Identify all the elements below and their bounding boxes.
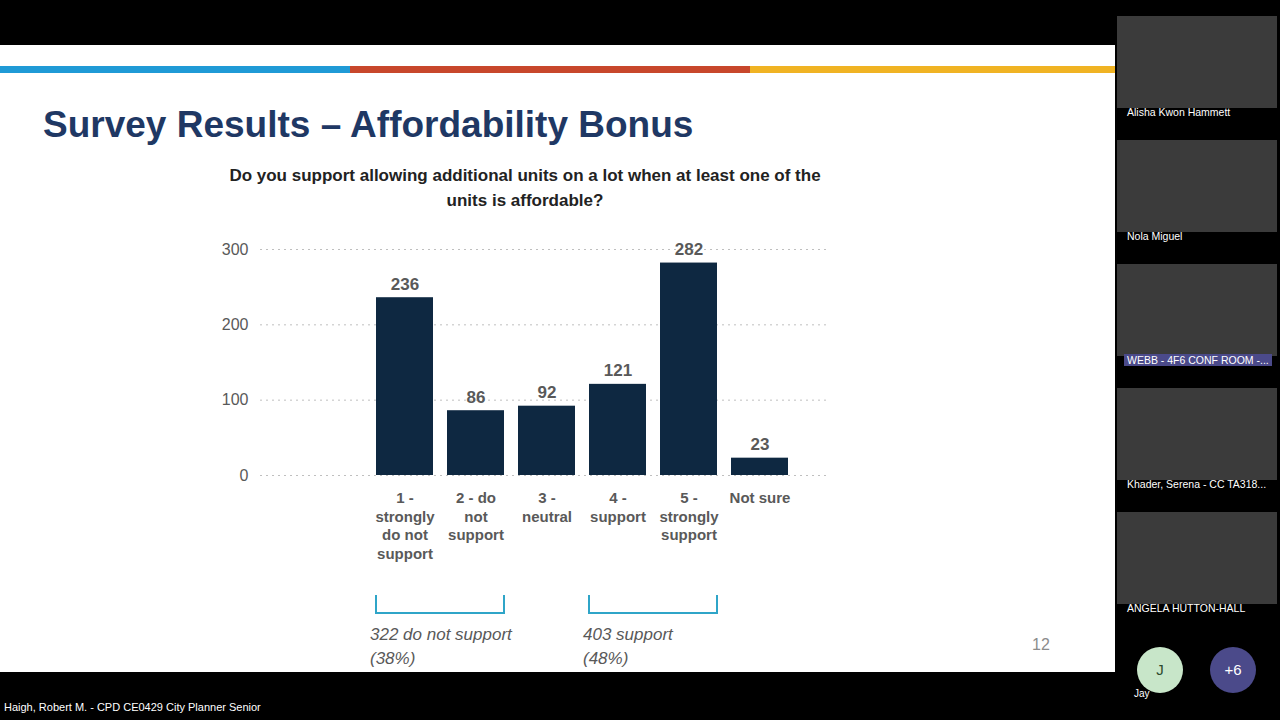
html-text:J: J <box>1156 661 1164 678</box>
html-text:Alisha Kwon Hammett: Alisha Kwon Hammett <box>1127 106 1231 118</box>
svg-text:300: 300 <box>222 241 249 258</box>
html-text:Khader, Serena - CC TA318...: Khader, Serena - CC TA318... <box>1127 478 1267 490</box>
html-text:Survey Results – Affordability: Survey Results – Affordability Bonus <box>43 104 694 145</box>
svg-text:0: 0 <box>240 467 249 484</box>
svg-text:Not sure: Not sure <box>730 489 791 506</box>
html-text:Do you support allowing additi: Do you support allowing additional units… <box>229 166 821 210</box>
svg-text:5 -stronglysupport: 5 -stronglysupport <box>659 489 719 544</box>
svg-text:23: 23 <box>751 435 770 454</box>
html-text:WEBB - 4F6 CONF ROOM -...: WEBB - 4F6 CONF ROOM -... <box>1127 354 1269 366</box>
svg-text:1 -stronglydo notsupport: 1 -stronglydo notsupport <box>375 489 435 562</box>
svg-text:121: 121 <box>604 361 632 380</box>
html-text:ANGELA HUTTON-HALL: ANGELA HUTTON-HALL <box>1127 602 1246 614</box>
html-text:Haigh, Robert M. - CPD CE0429: Haigh, Robert M. - CPD CE0429 City Plann… <box>4 701 261 713</box>
svg-text:322 do not support(38%): 322 do not support(38%) <box>370 625 513 668</box>
svg-text:3 -neutral: 3 -neutral <box>522 489 572 525</box>
svg-text:86: 86 <box>467 388 486 407</box>
svg-text:200: 200 <box>222 316 249 333</box>
html-text:Jay: Jay <box>1134 688 1150 699</box>
svg-text:100: 100 <box>222 391 249 408</box>
svg-text:403 support(48%): 403 support(48%) <box>583 625 674 668</box>
svg-text:92: 92 <box>538 383 557 402</box>
svg-text:236: 236 <box>391 275 419 294</box>
svg-text:2 - donotsupport: 2 - donotsupport <box>448 489 504 544</box>
html-text:+6: +6 <box>1224 661 1242 678</box>
svg-text:282: 282 <box>675 240 703 259</box>
svg-text:4 -support: 4 -support <box>590 489 646 525</box>
html-text:12: 12 <box>1032 636 1050 653</box>
html-text:Nola Miguel: Nola Miguel <box>1127 230 1183 242</box>
